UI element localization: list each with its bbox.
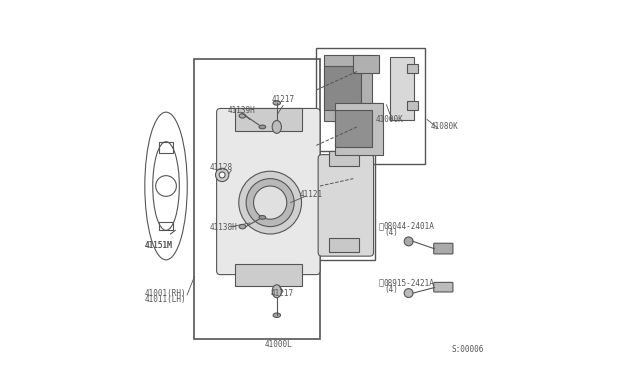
Text: 41139H: 41139H — [228, 106, 255, 115]
Circle shape — [239, 171, 301, 234]
Text: 08915-2421A: 08915-2421A — [384, 279, 435, 288]
Circle shape — [220, 172, 225, 178]
Ellipse shape — [259, 125, 266, 129]
Text: 41151M: 41151M — [145, 241, 172, 250]
Ellipse shape — [259, 215, 266, 219]
Circle shape — [404, 237, 413, 246]
Polygon shape — [407, 64, 418, 74]
Text: Ⓦ: Ⓦ — [378, 279, 383, 288]
Ellipse shape — [273, 101, 280, 105]
FancyBboxPatch shape — [434, 243, 453, 254]
Polygon shape — [335, 110, 372, 147]
Circle shape — [253, 186, 287, 219]
Text: (4): (4) — [384, 285, 397, 294]
Text: 41000L: 41000L — [264, 340, 292, 349]
Text: 41128: 41128 — [209, 163, 232, 172]
Circle shape — [216, 168, 229, 182]
Polygon shape — [324, 66, 360, 110]
Circle shape — [246, 179, 294, 227]
Bar — [195, 59, 320, 339]
Text: 41217: 41217 — [272, 95, 295, 104]
FancyBboxPatch shape — [216, 109, 320, 275]
Ellipse shape — [273, 313, 280, 317]
Bar — [159, 142, 173, 153]
Circle shape — [404, 289, 413, 298]
Text: S:00006: S:00006 — [451, 345, 483, 354]
Polygon shape — [324, 55, 372, 122]
FancyBboxPatch shape — [318, 155, 374, 256]
Ellipse shape — [272, 121, 282, 134]
Text: 41138H: 41138H — [209, 223, 237, 232]
Polygon shape — [235, 263, 301, 286]
Text: 41217: 41217 — [270, 289, 293, 298]
Polygon shape — [329, 238, 359, 253]
Polygon shape — [235, 109, 301, 131]
Polygon shape — [390, 57, 414, 120]
Polygon shape — [353, 103, 379, 122]
Text: 41080K: 41080K — [431, 122, 458, 131]
Text: 41121: 41121 — [300, 190, 323, 199]
FancyBboxPatch shape — [434, 282, 453, 292]
Text: 41011(LH): 41011(LH) — [145, 295, 186, 304]
Text: 08044-2401A: 08044-2401A — [384, 222, 435, 231]
Text: 41001(RH): 41001(RH) — [145, 289, 186, 298]
Ellipse shape — [239, 113, 246, 118]
Text: (4): (4) — [384, 228, 397, 237]
Polygon shape — [407, 101, 418, 110]
Text: 41000K: 41000K — [376, 115, 403, 124]
Polygon shape — [329, 151, 359, 166]
Bar — [159, 222, 173, 230]
Polygon shape — [353, 55, 379, 74]
Bar — [316, 48, 425, 164]
Ellipse shape — [239, 224, 246, 229]
Text: Ⓑ: Ⓑ — [378, 222, 383, 231]
Ellipse shape — [272, 285, 282, 298]
Text: 41151M: 41151M — [145, 241, 172, 250]
Polygon shape — [335, 103, 383, 155]
Bar — [316, 151, 376, 260]
